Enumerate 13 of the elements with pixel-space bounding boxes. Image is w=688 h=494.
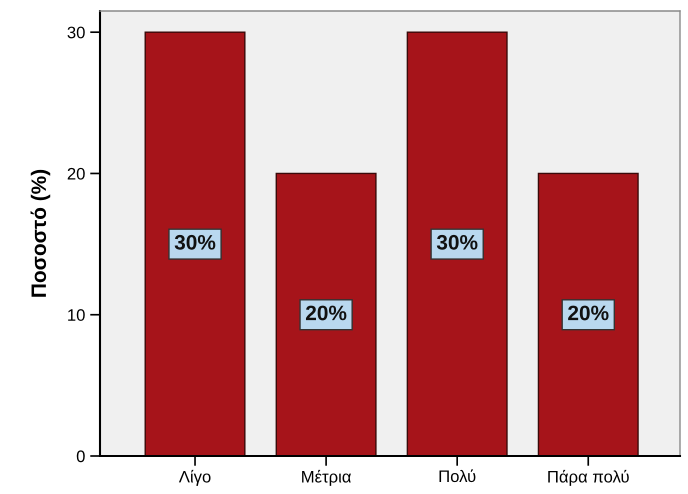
x-tick-label: Μέτρια	[302, 470, 351, 486]
x-tick-label: Πάρα πολύ	[548, 470, 629, 486]
y-tick-label: 0	[76, 450, 85, 462]
x-tick-label: Λίγο	[178, 470, 211, 486]
y-tick-label: 30	[68, 26, 85, 38]
y-tick-label: 20	[68, 168, 85, 180]
y-tick-label: 10	[68, 309, 85, 321]
data-label: 20%	[568, 306, 609, 320]
data-label: 30%	[174, 234, 216, 250]
x-tick-label: Πολύ	[440, 469, 476, 482]
data-label: 30%	[436, 234, 478, 250]
y-axis-title: Ποσοστό (%)	[30, 170, 50, 297]
data-label: 20%	[306, 306, 346, 320]
